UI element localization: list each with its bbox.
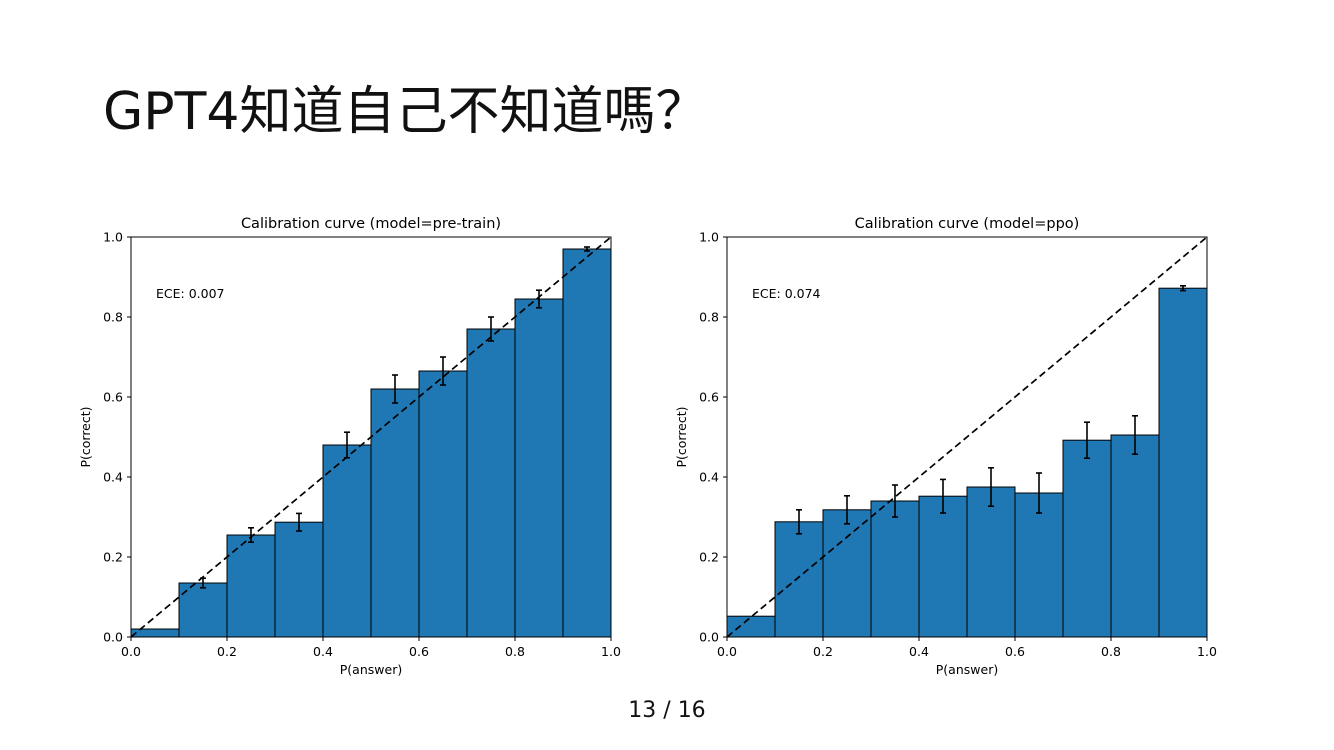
- y-tick-label: 0.6: [103, 390, 123, 405]
- error-bar-9: [1132, 415, 1138, 455]
- x-tick-label: 0.8: [1101, 644, 1121, 659]
- bar-1: [130, 628, 180, 638]
- bar-10: [1158, 287, 1208, 638]
- y-tick-label: 0.8: [103, 310, 123, 325]
- error-bar-3: [844, 494, 850, 525]
- x-tick-label: 0.4: [313, 644, 333, 659]
- y-axis-label: P(correct): [78, 406, 93, 467]
- ece-annotation: ECE: 0.007: [156, 286, 225, 301]
- plot-frame: [130, 236, 612, 638]
- x-tick-label: 1.0: [601, 644, 621, 659]
- x-tick-label: 0.6: [1005, 644, 1025, 659]
- bar-10: [562, 248, 612, 638]
- x-axis-label: P(answer): [340, 662, 402, 677]
- chart-title: Calibration curve (model=pre-train): [241, 216, 501, 232]
- reference-diagonal-line: [726, 236, 1208, 638]
- error-bar-10: [1180, 285, 1186, 292]
- bar-8: [1062, 439, 1112, 638]
- y-tick-label: 0.8: [699, 310, 719, 325]
- error-bar-4: [892, 484, 898, 518]
- y-axis-label: P(correct): [674, 406, 689, 467]
- chart-title: Calibration curve (model=ppo): [855, 216, 1080, 232]
- y-tick-label: 1.0: [699, 230, 719, 245]
- y-tick-label: 0.6: [699, 390, 719, 405]
- error-bar-10: [584, 246, 590, 252]
- x-tick-label: 0.2: [813, 644, 833, 659]
- error-bar-3: [248, 526, 254, 544]
- error-bar-6: [392, 374, 398, 404]
- bar-7: [418, 370, 468, 638]
- error-bar-9: [536, 289, 542, 309]
- reference-diagonal-line: [130, 236, 612, 638]
- bar-3: [822, 509, 872, 638]
- error-bar-4: [296, 512, 302, 532]
- calibration-chart-ppo: Calibration curve (model=ppo) 0.0 0.2 0.4 0.…: [674, 216, 1217, 677]
- bar-5: [322, 444, 372, 638]
- bar-9: [1110, 434, 1160, 638]
- bar-8: [466, 328, 516, 638]
- bar-4: [870, 500, 920, 638]
- ece-annotation: ECE: 0.074: [752, 286, 821, 301]
- x-tick-label: 0.8: [505, 644, 525, 659]
- bar-2: [774, 521, 824, 638]
- bar-6: [966, 486, 1016, 638]
- bar-7: [1014, 492, 1064, 638]
- y-tick-label: 0.2: [103, 550, 123, 565]
- error-bar-5: [940, 478, 946, 514]
- x-tick-label: 0.4: [909, 644, 929, 659]
- y-tick-label: 0.0: [103, 630, 123, 645]
- error-bar-2: [796, 508, 802, 535]
- bar-2: [178, 582, 228, 638]
- calibration-chart-pretrain: Calibration curve (model=pre-train)0.0 0.…: [78, 216, 621, 677]
- y-tick-label: 0.4: [103, 470, 123, 485]
- bar-4: [274, 521, 324, 638]
- bar-9: [514, 298, 564, 638]
- x-tick-label: 1.0: [1197, 644, 1217, 659]
- x-tick-label: 0.0: [717, 644, 737, 659]
- bar-1: [726, 615, 776, 638]
- plot-frame: [726, 236, 1208, 638]
- y-tick-label: 1.0: [103, 230, 123, 245]
- error-bar-7: [1036, 472, 1042, 514]
- page-number: 13 / 16: [628, 698, 706, 723]
- error-bar-7: [440, 356, 446, 386]
- x-tick-label: 0.2: [217, 644, 237, 659]
- error-bar-6: [988, 466, 994, 508]
- bar-5: [918, 495, 968, 638]
- y-tick-label: 0.4: [699, 470, 719, 485]
- bar-6: [370, 388, 420, 638]
- x-tick-label: 0.6: [409, 644, 429, 659]
- slide-title: GPT4知道自己不知道嗎？: [103, 82, 708, 142]
- y-tick-label: 0.2: [699, 550, 719, 565]
- x-tick-label: 0.0: [121, 644, 141, 659]
- error-bar-8: [1084, 421, 1090, 459]
- bar-3: [226, 534, 276, 638]
- y-tick-label: 0.0: [699, 630, 719, 645]
- x-axis-label: P(answer): [936, 662, 998, 677]
